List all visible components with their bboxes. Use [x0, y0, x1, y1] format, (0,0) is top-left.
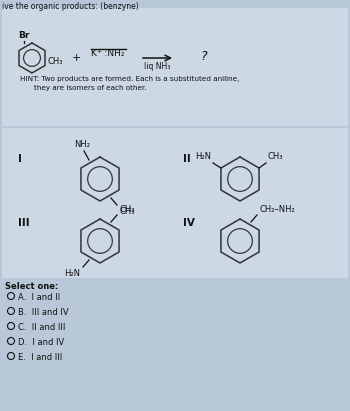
Text: liq NH₃: liq NH₃	[144, 62, 170, 71]
Text: H₂N: H₂N	[64, 269, 80, 278]
Text: ?: ?	[200, 49, 206, 62]
Text: II: II	[183, 154, 191, 164]
Text: III: III	[18, 218, 30, 228]
Text: CH₃: CH₃	[267, 152, 282, 161]
Text: B.  III and IV: B. III and IV	[18, 308, 69, 317]
Text: CH₃: CH₃	[48, 58, 63, 67]
Text: C.  II and III: C. II and III	[18, 323, 65, 332]
Text: ive the organic products: (benzyne): ive the organic products: (benzyne)	[2, 2, 139, 11]
Text: D.  I and IV: D. I and IV	[18, 338, 64, 347]
Bar	[2, 128, 348, 278]
Text: Select one:: Select one:	[5, 282, 58, 291]
Text: CH₃: CH₃	[119, 205, 134, 214]
Text: CH₃: CH₃	[119, 207, 134, 216]
Text: IV: IV	[183, 218, 195, 228]
Text: H₂N: H₂N	[195, 152, 211, 161]
Text: CH₂–NH₂: CH₂–NH₂	[259, 205, 295, 214]
Text: I: I	[18, 154, 22, 164]
Text: HINT: Two products are formed. Each is a substituted aniline,: HINT: Two products are formed. Each is a…	[20, 76, 239, 82]
Text: NH₂: NH₂	[74, 140, 90, 149]
Text: Br: Br	[18, 31, 29, 40]
Text: +: +	[71, 53, 81, 63]
Text: A.  I and II: A. I and II	[18, 293, 60, 302]
Bar	[2, 8, 348, 126]
Text: they are isomers of each other.: they are isomers of each other.	[34, 85, 147, 91]
Text: E.  I and III: E. I and III	[18, 353, 62, 362]
Text: K⁺ :NH₂: K⁺ :NH₂	[91, 48, 125, 58]
